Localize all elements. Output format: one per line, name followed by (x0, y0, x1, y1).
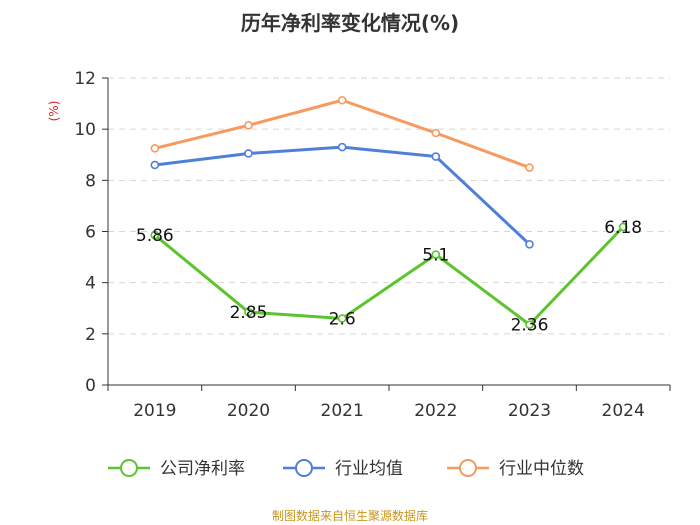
company-net-margin-point (431, 250, 441, 259)
data-label: 6.18 (604, 218, 642, 238)
data-label: 5.1 (422, 246, 449, 266)
chart-title: 历年净利率变化情况(%) (241, 11, 459, 35)
legend-label-industry-median: 行业中位数 (499, 459, 584, 479)
x-tick-label: 2019 (133, 401, 176, 421)
source-note: 制图数据来自恒生聚源数据库 (272, 508, 428, 523)
y-tick-label: 6 (85, 223, 96, 243)
series-lines (150, 95, 628, 329)
y-tick-label: 8 (85, 171, 96, 191)
axes: 0 2 4 6 8 10 12 2019 2020 2021 2022 2023 2024 (74, 69, 671, 421)
industry-mean-point (431, 152, 441, 161)
industry-median-point (150, 144, 160, 153)
legend-label-company-net-margin: 公司净利率 (160, 459, 245, 479)
company-net-margin-point (618, 222, 628, 232)
industry-median-point (337, 95, 347, 105)
data-label: 2.6 (329, 309, 356, 329)
industry-median-point (431, 128, 441, 138)
data-label: 2.36 (511, 316, 549, 336)
company-net-margin-point (525, 320, 534, 329)
legend-swatch-marker (295, 459, 313, 477)
data-labels: 5.86 2.85 2.6 5.1 2.36 6.18 (136, 218, 642, 336)
x-tick-label: 2023 (508, 401, 551, 421)
x-tick-label: 2020 (227, 401, 270, 421)
y-tick-label: 12 (74, 69, 96, 89)
legend-swatch-marker (459, 459, 477, 477)
industry-mean-point (525, 239, 534, 249)
legend-label-industry-mean: 行业均值 (335, 459, 403, 479)
industry-mean-point (244, 149, 253, 158)
y-tick-label: 4 (85, 274, 96, 294)
industry-mean-point (337, 142, 347, 152)
industry-median-point (244, 121, 253, 130)
company-net-margin-line (153, 225, 625, 327)
company-net-margin-point (244, 307, 253, 317)
company-net-margin-point (337, 314, 347, 323)
x-tick-label: 2024 (602, 401, 645, 421)
x-tick-label: 2021 (321, 401, 364, 421)
data-label: 2.85 (230, 303, 268, 323)
x-tick-label: 2022 (414, 401, 457, 421)
y-tick-label: 10 (74, 120, 96, 140)
industry-mean-line (154, 145, 531, 246)
y-tick-label: 0 (85, 376, 96, 396)
y-axis-label: (%) (47, 101, 61, 122)
industry-median-point (525, 163, 534, 172)
company-net-margin-point (150, 230, 160, 240)
legend: 公司净利率 行业均值 行业中位数 (108, 459, 584, 479)
grid-lines (108, 77, 670, 335)
data-label: 5.86 (136, 226, 174, 246)
legend-swatch-marker (120, 459, 138, 477)
y-tick-label: 2 (85, 325, 96, 345)
industry-mean-point (150, 160, 160, 170)
